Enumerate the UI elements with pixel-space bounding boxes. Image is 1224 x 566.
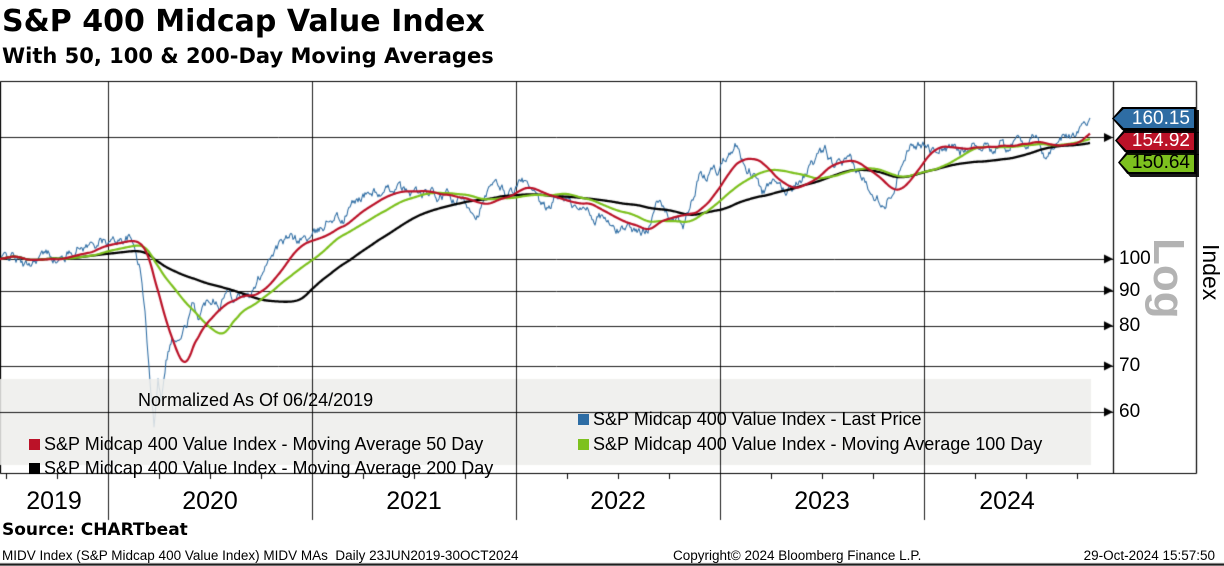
y-tick-label: 90 bbox=[1119, 279, 1141, 301]
normalized-note: Normalized As Of 06/24/2019 bbox=[138, 390, 374, 410]
log-scale-indicator[interactable]: Log bbox=[1144, 238, 1193, 319]
footer-timestamp: 29-Oct-2024 15:57:50 bbox=[1083, 548, 1215, 563]
x-year-label: 2024 bbox=[979, 487, 1035, 515]
last-price-swatch-icon bbox=[578, 414, 590, 425]
legend-item-label: S&P Midcap 400 Value Index - Moving Aver… bbox=[44, 434, 484, 454]
x-year-label: 2020 bbox=[182, 487, 238, 515]
source-note: Source: CHARTbeat bbox=[2, 520, 188, 540]
x-year-label: 2021 bbox=[386, 487, 442, 515]
legend-item-label: S&P Midcap 400 Value Index - Last Price bbox=[593, 409, 922, 429]
price-flag-value: 160.15 bbox=[1114, 109, 1194, 128]
y-tick-label: 100 bbox=[1119, 248, 1151, 269]
price-flag-last-price: 160.15 bbox=[1112, 107, 1196, 130]
y-axis-title: Index bbox=[1198, 244, 1224, 301]
ma-50-swatch-icon bbox=[29, 439, 41, 450]
ma-200-swatch-icon bbox=[29, 463, 41, 474]
legend-item-label: S&P Midcap 400 Value Index - Moving Aver… bbox=[593, 434, 1043, 454]
y-tick-label: 60 bbox=[1119, 401, 1141, 423]
legend-item-ma-100[interactable]: S&P Midcap 400 Value Index - Moving Aver… bbox=[558, 416, 1042, 473]
legend-item-label: S&P Midcap 400 Value Index - Moving Aver… bbox=[44, 458, 494, 478]
legend-item-ma-200[interactable]: S&P Midcap 400 Value Index - Moving Aver… bbox=[9, 440, 493, 497]
footer-security-info: MIDV Index (S&P Midcap 400 Value Index) … bbox=[2, 548, 519, 563]
legend-item-last-price[interactable]: S&P Midcap 400 Value Index - Last Price bbox=[558, 391, 922, 448]
page-subtitle: With 50, 100 & 200-Day Moving Averages bbox=[2, 44, 494, 68]
price-flag-ma-100: 150.64 bbox=[1118, 151, 1196, 174]
price-flag-value: 150.64 bbox=[1120, 153, 1194, 172]
footer-copyright: Copyright© 2024 Bloomberg Finance L.P. bbox=[673, 548, 922, 563]
price-flag-ma-50: 154.92 bbox=[1115, 129, 1196, 152]
x-year-label: 2022 bbox=[590, 487, 646, 515]
x-year-label: 2019 bbox=[26, 487, 82, 515]
page-title: S&P 400 Midcap Value Index bbox=[2, 4, 485, 39]
x-year-label: 2023 bbox=[794, 487, 850, 515]
legend-item-ma-50[interactable]: S&P Midcap 400 Value Index - Moving Aver… bbox=[9, 416, 483, 473]
price-flag-value: 154.92 bbox=[1117, 131, 1194, 150]
ma-100-swatch-icon bbox=[578, 439, 590, 450]
y-tick-label: 80 bbox=[1119, 314, 1141, 336]
y-tick-label: 70 bbox=[1119, 354, 1141, 376]
